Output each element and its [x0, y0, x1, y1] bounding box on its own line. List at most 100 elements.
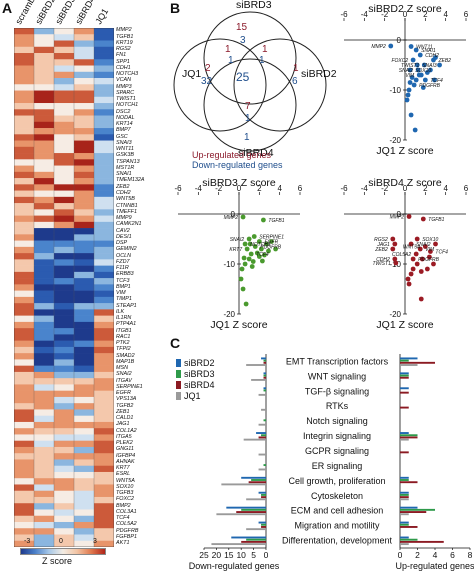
scatter-point	[410, 266, 416, 272]
heatmap-cell	[54, 490, 75, 498]
heatmap-cell	[94, 253, 114, 260]
heatmap-cell	[94, 221, 114, 229]
heatmap-cell	[14, 53, 35, 60]
heatmap-cell	[34, 334, 55, 341]
legend-label: siBRD2	[184, 358, 215, 368]
heatmap-cell	[14, 221, 35, 229]
heatmap-cell	[74, 215, 95, 223]
scatter-x-tick: -6	[174, 184, 182, 193]
bar-down-JQ1	[258, 423, 266, 426]
scatter-x-tick: 4	[277, 184, 282, 193]
heatmap-cell	[94, 396, 114, 404]
gene-label: MSN	[116, 365, 128, 372]
heatmap-cell	[54, 453, 75, 460]
heatmap-cell	[94, 203, 114, 210]
scatter-x-tick: -2	[381, 10, 389, 19]
scatter-point	[422, 244, 428, 249]
gene-label: MAP1B	[116, 358, 135, 365]
heatmap-cell	[54, 128, 75, 135]
scatter-point	[258, 246, 264, 252]
bar-right-tick: 6	[450, 550, 455, 560]
heatmap-cell	[74, 59, 95, 66]
bar-up-JQ1	[400, 364, 418, 366]
scatter-point	[412, 127, 418, 133]
scatter-point	[413, 251, 419, 257]
bar-category-label: Migration and motility	[294, 521, 380, 531]
scatter-point	[433, 241, 438, 247]
heatmap-cell	[94, 215, 114, 223]
venn-up-count: 2	[205, 63, 211, 74]
heatmap-cell	[34, 171, 55, 179]
gene-label: ITGA5	[116, 433, 132, 440]
heatmap-column-label: siBRD2	[33, 0, 58, 27]
heatmap-cell	[74, 28, 95, 35]
heatmap-cell	[74, 409, 95, 416]
heatmap-cell	[34, 284, 55, 291]
heatmap-cell	[54, 121, 75, 129]
heatmap-cell	[94, 303, 114, 310]
heatmap-cell	[34, 84, 55, 91]
venn-legend-down: Down-regulated genes	[192, 160, 283, 170]
bar-up-siBRD3	[400, 434, 418, 437]
venn-center-count: 25	[236, 70, 250, 84]
gene-label: MMP9	[116, 215, 132, 222]
bar-category-label: EMT Transcription factors	[286, 356, 389, 366]
heatmap-cell	[94, 96, 114, 104]
heatmap-cell	[74, 128, 95, 135]
heatmap-cell	[54, 53, 75, 60]
heatmap-cell	[34, 240, 55, 248]
heatmap-cell	[94, 153, 114, 160]
scatter-point	[421, 62, 427, 68]
scatter-gene-label: PDGFRB	[260, 245, 282, 251]
heatmap-cell	[94, 453, 114, 460]
bar-down-siBRD2	[226, 506, 266, 509]
gene-label: SOX10	[116, 483, 134, 490]
heatmap-cell	[74, 184, 95, 191]
heatmap-cell	[74, 53, 95, 60]
scatter-point	[432, 77, 437, 83]
heatmap-cell	[14, 309, 35, 316]
heatmap-cell	[74, 428, 95, 435]
heatmap-cell	[74, 103, 95, 110]
bar-down-siBRD2	[258, 491, 266, 494]
bar-up-siBRD3	[400, 523, 409, 526]
heatmap-cell	[74, 453, 95, 460]
heatmap-cell	[34, 496, 55, 504]
heatmap-cell	[14, 415, 35, 423]
heatmap-cell	[34, 153, 55, 160]
heatmap-cell	[34, 528, 55, 535]
bar-down-JQ1	[258, 468, 266, 471]
bar-down-siBRD3	[263, 359, 266, 362]
heatmap-cell	[94, 284, 114, 291]
gene-label: STEAP1	[116, 302, 137, 309]
venn-circle-jq1	[173, 38, 267, 132]
heatmap-cell	[34, 303, 55, 310]
heatmap-cell	[94, 159, 114, 166]
bar-down-siBRD3	[261, 523, 266, 526]
heatmap-cell	[34, 428, 55, 435]
heatmap-cell	[74, 359, 95, 366]
heatmap-cell	[74, 384, 95, 391]
heatmap-cell	[94, 371, 114, 379]
colorbar-min: -3	[24, 538, 31, 545]
bar-down-siBRD3	[263, 419, 266, 422]
heatmap-cell	[74, 540, 95, 547]
scatter-x-tick: 6	[464, 184, 469, 193]
gene-label: AKT1	[116, 540, 130, 547]
heatmap-cell	[54, 415, 75, 423]
heatmap-cell	[74, 503, 95, 510]
heatmap-cell	[34, 140, 55, 148]
heatmap-cell	[94, 459, 114, 467]
bar-right-axis-label: Up-regulated genes	[395, 561, 474, 571]
heatmap-cell	[54, 384, 75, 391]
scatter-gene-label: SNAI3	[422, 63, 437, 69]
gene-label: RGS2	[116, 46, 131, 53]
bar-up-siBRD3	[400, 538, 418, 541]
venn-up-count: 1	[293, 63, 299, 74]
heatmap-cell	[14, 59, 35, 66]
heatmap-cell	[14, 465, 35, 473]
heatmap-cell	[34, 40, 55, 48]
heatmap-cell	[54, 534, 75, 542]
bar-category-label: Cell growth, proliferation	[288, 476, 385, 486]
heatmap-cell	[34, 459, 55, 467]
